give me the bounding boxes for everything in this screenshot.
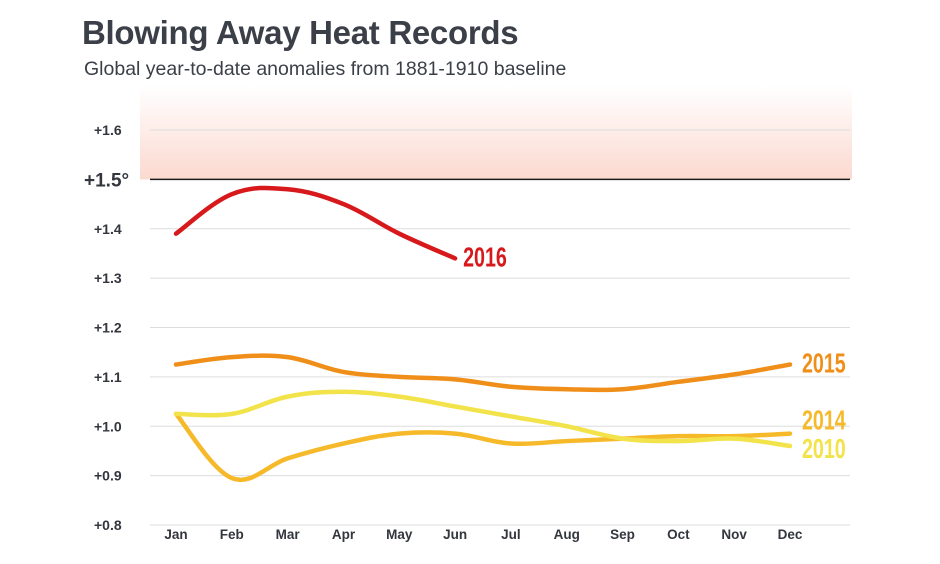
chart-subtitle: Global year-to-date anomalies from 1881-… <box>84 58 567 80</box>
x-tick-label: Mar <box>276 527 301 542</box>
series-label-2015: 2015 <box>802 348 846 379</box>
y-tick-label: +0.9 <box>94 468 122 484</box>
series-line-2010 <box>173 389 793 449</box>
y-tick-label: +1.6 <box>94 122 122 138</box>
y-tick-label: +1.1 <box>94 369 122 385</box>
y-tick-label: +1.4 <box>94 221 122 237</box>
y-tick-label: +1.0 <box>94 418 122 434</box>
series-line-2014 <box>173 411 793 482</box>
x-tick-label: Nov <box>721 527 747 542</box>
x-tick-label: Feb <box>220 527 244 542</box>
series-label-2016: 2016 <box>463 242 507 273</box>
chart-title: Blowing Away Heat Records <box>82 14 519 51</box>
y-tick-label: +0.8 <box>94 517 122 533</box>
series-line-2015 <box>173 353 793 393</box>
x-tick-label: Jun <box>443 527 467 542</box>
y-tick-label: +1.5° <box>84 170 129 191</box>
threshold-band <box>140 86 852 180</box>
x-tick-label: Aug <box>554 527 580 542</box>
x-tick-label: Jul <box>501 527 521 542</box>
series-label-2010: 2010 <box>802 434 846 465</box>
x-tick-label: Jan <box>164 527 187 542</box>
x-tick-label: Sep <box>610 527 635 542</box>
x-tick-label: Oct <box>667 527 690 542</box>
x-tick-label: Apr <box>332 527 356 542</box>
y-tick-label: +1.2 <box>94 320 122 336</box>
series-line-2016 <box>173 185 458 261</box>
y-tick-label: +1.3 <box>94 270 122 286</box>
x-tick-label: May <box>386 527 413 542</box>
x-tick-label: Dec <box>778 527 803 542</box>
series-label-2014: 2014 <box>802 405 846 436</box>
